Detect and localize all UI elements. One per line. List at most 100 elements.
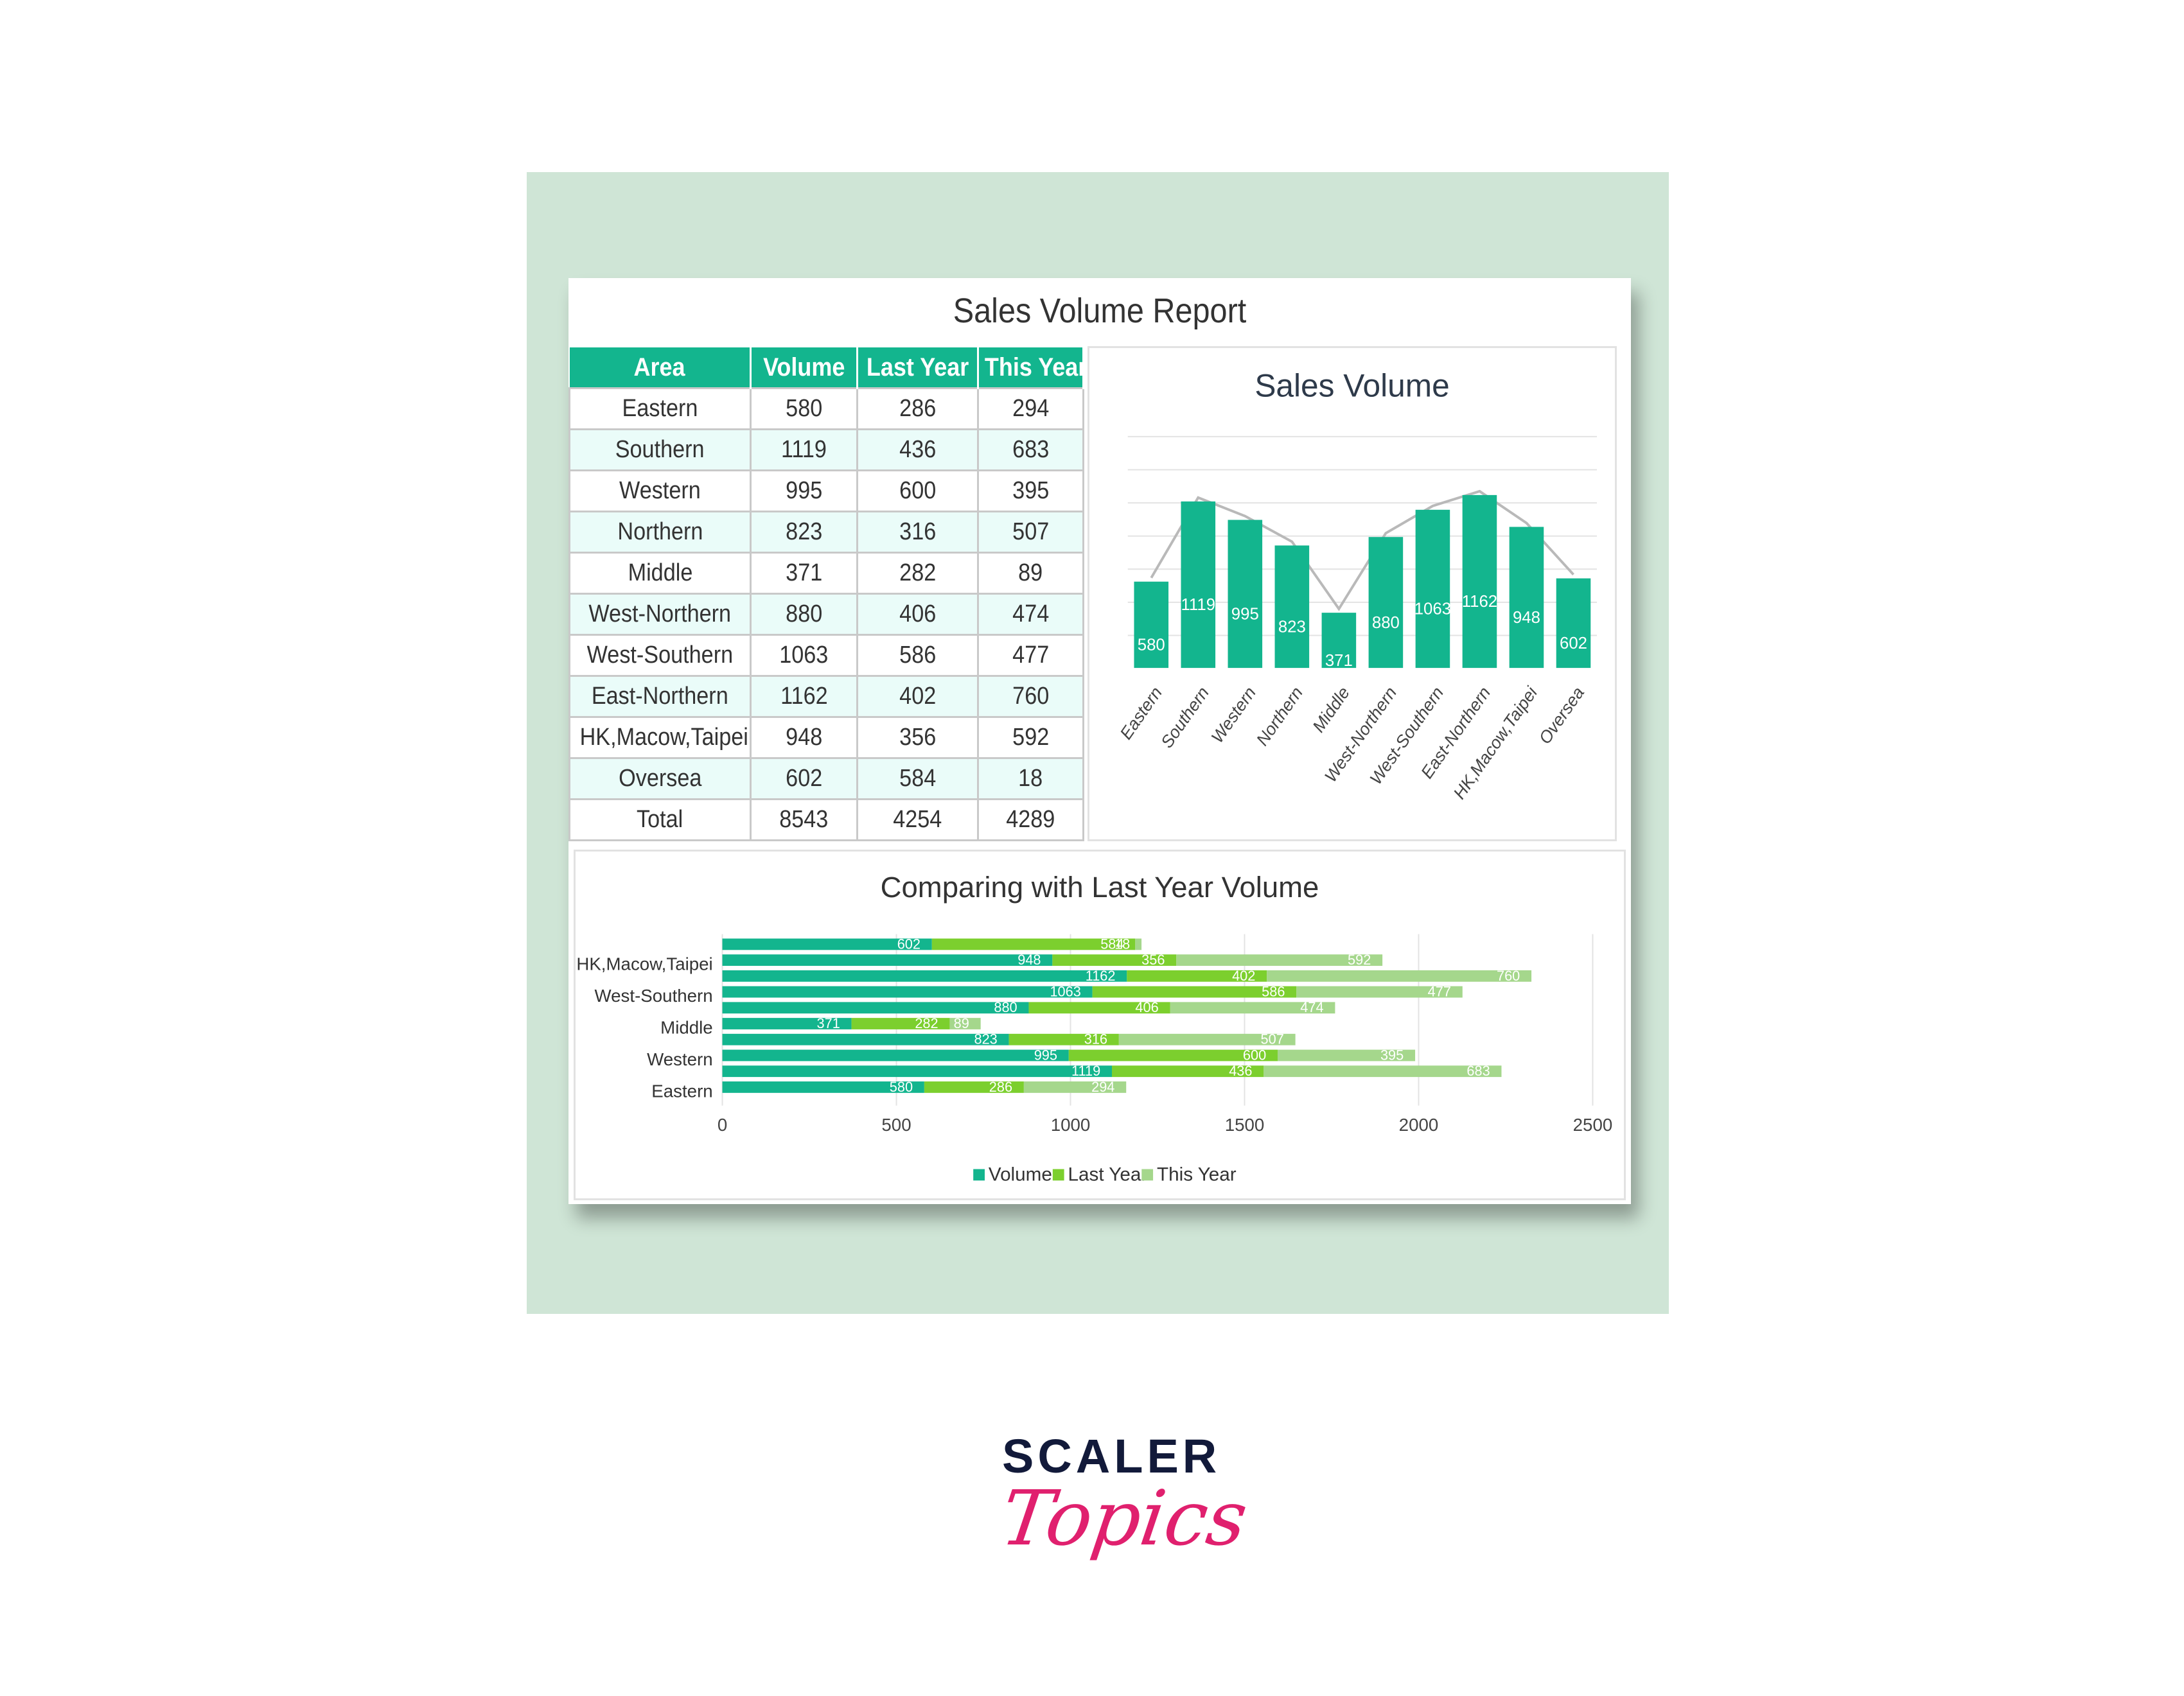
y-tick-label: HK,Macow,Taipei [576, 954, 712, 974]
x-tick-label: Northern [1253, 683, 1307, 749]
column-data-label: 948 [1513, 609, 1540, 627]
table-cell: 294 [977, 387, 1084, 430]
bar-data-label: 89 [954, 1015, 969, 1031]
table-row: Middle 371 282 89 [568, 552, 1084, 595]
table-cell: 1162 [750, 675, 858, 718]
bar-data-label: 592 [1348, 952, 1371, 968]
stacked-bar-segment [1092, 986, 1297, 998]
logo-text-scaler: SCALER [1002, 1429, 1221, 1483]
stacked-bar-segment [1296, 986, 1463, 998]
table-cell: 584 [856, 757, 979, 800]
sales-table: Area Volume Last Year This Year Eastern 5… [568, 347, 1087, 841]
column-data-label: 602 [1560, 634, 1587, 652]
bar-data-label: 1063 [1050, 983, 1080, 999]
stacked-bar-segment [722, 938, 932, 950]
table-cell: 823 [750, 511, 858, 554]
legend-label: Last Year [1068, 1164, 1148, 1185]
x-tick-label: 1000 [1051, 1115, 1091, 1135]
report-card: Sales Volume Report Area Volume Last Yea… [568, 278, 1631, 1204]
bar-data-label: 507 [1261, 1031, 1284, 1047]
column-data-label: 880 [1372, 614, 1400, 632]
table-cell: 18 [977, 757, 1084, 800]
stacked-bar-segment [722, 1033, 1009, 1045]
bar-data-label: 600 [1243, 1047, 1266, 1063]
legend-label: This Year [1157, 1164, 1237, 1185]
stacked-bar-segment [722, 1049, 1069, 1062]
stacked-bar-segment [722, 1002, 1029, 1014]
x-tick-label: 0 [718, 1115, 727, 1135]
table-cell: 477 [977, 634, 1084, 677]
legend-swatch [1052, 1169, 1064, 1181]
table-cell: 89 [977, 552, 1084, 595]
chart-title: Comparing with Last Year Volume [881, 871, 1319, 904]
legend-swatch [973, 1169, 985, 1181]
x-tick-label: 2000 [1399, 1115, 1439, 1135]
table-cell: Western [568, 469, 752, 512]
table-cell: 600 [856, 469, 979, 512]
table-cell: 592 [977, 716, 1084, 759]
table-row: HK,Macow,Taipei 948 356 592 [568, 716, 1084, 759]
table-cell: 1119 [750, 428, 858, 471]
stacked-bar-segment [1277, 1049, 1416, 1062]
table-cell: 406 [856, 593, 979, 636]
bar-data-label: 1119 [1071, 1063, 1100, 1079]
bar-data-label: 586 [1262, 983, 1285, 999]
bar-data-label: 995 [1034, 1047, 1057, 1063]
table-cell: Northern [568, 511, 752, 554]
x-tick-label: 2500 [1573, 1115, 1613, 1135]
table-cell: 356 [856, 716, 979, 759]
table-cell: 282 [856, 552, 979, 595]
stacked-bar-segment [1068, 1049, 1278, 1062]
bar-data-label: 18 [1114, 936, 1130, 952]
bar-data-label: 580 [890, 1079, 913, 1095]
stacked-bar-segment [722, 1018, 852, 1029]
stacked-bar-segment [1112, 1065, 1264, 1078]
legend-label: Volume [989, 1164, 1052, 1185]
header-this-year: This Year [978, 347, 1087, 389]
stacked-bar-segment [722, 954, 1053, 966]
table-cell: 371 [750, 552, 858, 595]
stacked-bar-segment [1264, 1065, 1502, 1078]
bar-data-label: 602 [897, 936, 920, 952]
x-tick-label: HK,Macow,Taipei [1450, 683, 1542, 803]
table-row: West-Northern 880 406 474 [568, 593, 1084, 636]
scaler-topics-logo: SCALER Topics [996, 1429, 1253, 1602]
bar-data-label: 584 [1100, 936, 1123, 952]
bar-data-label: 371 [817, 1015, 840, 1031]
bar-data-label: 356 [1141, 952, 1165, 968]
column-bar [1509, 527, 1544, 669]
comparison-chart: Comparing with Last Year Volume 0 500 1000 1… [574, 850, 1626, 1200]
table-header-row: Area Volume Last Year This Year [569, 347, 1087, 389]
table-cell: East-Northern [568, 675, 752, 718]
table-cell: 683 [977, 428, 1084, 471]
x-tick-label: Oversea [1535, 683, 1589, 747]
table-cell: 4289 [977, 798, 1084, 841]
table-cell: 316 [856, 511, 979, 554]
bar-data-label: 316 [1084, 1031, 1107, 1047]
table-cell: 948 [750, 716, 858, 759]
stacked-bar-segment [1028, 1002, 1170, 1014]
table-row: West-Southern 1063 586 477 [568, 634, 1084, 677]
x-tick-label: 500 [881, 1115, 911, 1135]
sales-volume-chart: Sales Volume 580 Eastern 1119 Southern 995 Wes… [1088, 346, 1617, 841]
column-bar [1462, 494, 1497, 669]
column-bar [1134, 581, 1169, 669]
table-cell: West-Southern [568, 634, 752, 677]
column-data-label: 823 [1278, 618, 1306, 636]
trend-line [1150, 489, 1574, 611]
bar-data-label: 474 [1300, 999, 1323, 1015]
table-cell: 507 [977, 511, 1084, 554]
table-cell: 402 [856, 675, 979, 718]
report-title: Sales Volume Report [953, 292, 1247, 330]
table-cell: 1063 [750, 634, 858, 677]
table-total-row: Total 8543 4254 4289 [568, 798, 1084, 841]
x-tick-label: Middle [1308, 683, 1353, 736]
x-tick-label: 1500 [1225, 1115, 1265, 1135]
x-tick-label: Western [1208, 683, 1260, 746]
table-cell: Total [568, 798, 752, 841]
y-tick-label: Middle [660, 1017, 713, 1037]
stacked-bar-segment [1267, 970, 1532, 982]
table-cell: Eastern [568, 387, 752, 430]
stacked-bar-segment [924, 1081, 1024, 1093]
table-cell: 8543 [750, 798, 858, 841]
